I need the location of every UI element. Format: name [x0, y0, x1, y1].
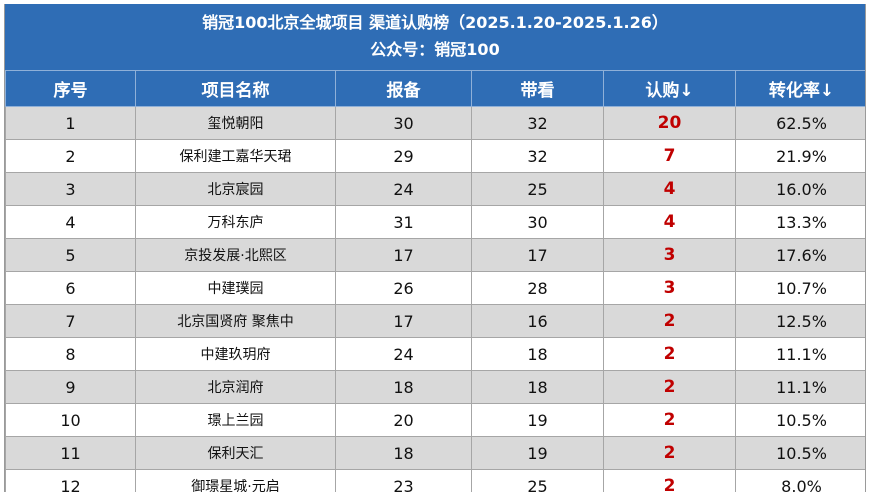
- table-row: 10 璟上兰园 20 19 2 10.5%: [5, 403, 865, 437]
- cell-visited: 32: [471, 139, 604, 173]
- ranking-table-container: 销冠100北京全城项目 渠道认购榜（2025.1.20-2025.1.26） 公…: [4, 4, 866, 492]
- cell-project-name: 北京国贤府 聚焦中: [135, 304, 336, 338]
- cell-visited: 18: [471, 370, 604, 404]
- cell-conversion-rate: 10.5%: [735, 436, 865, 470]
- title-banner: 销冠100北京全城项目 渠道认购榜（2025.1.20-2025.1.26） 公…: [5, 4, 865, 70]
- cell-project-name: 北京宸园: [135, 172, 336, 206]
- cell-reported: 24: [335, 172, 472, 206]
- table-row: 4 万科东庐 31 30 4 13.3%: [5, 205, 865, 239]
- cell-conversion-rate: 10.5%: [735, 403, 865, 437]
- cell-index: 6: [5, 271, 136, 305]
- page-subtitle: 公众号：销冠100: [370, 40, 500, 59]
- table-row: 8 中建玖玥府 24 18 2 11.1%: [5, 337, 865, 371]
- cell-conversion-rate: 10.7%: [735, 271, 865, 305]
- cell-project-name: 万科东庐: [135, 205, 336, 239]
- cell-subscribed: 7: [603, 139, 736, 173]
- cell-project-name: 保利建工嘉华天珺: [135, 139, 336, 173]
- cell-subscribed: 2: [603, 370, 736, 404]
- cell-visited: 19: [471, 436, 604, 470]
- cell-visited: 19: [471, 403, 604, 437]
- table-row: 7 北京国贤府 聚焦中 17 16 2 12.5%: [5, 304, 865, 338]
- cell-visited: 28: [471, 271, 604, 305]
- cell-reported: 31: [335, 205, 472, 239]
- cell-visited: 16: [471, 304, 604, 338]
- cell-subscribed: 2: [603, 304, 736, 338]
- cell-reported: 30: [335, 106, 472, 140]
- cell-index: 7: [5, 304, 136, 338]
- cell-conversion-rate: 12.5%: [735, 304, 865, 338]
- cell-index: 11: [5, 436, 136, 470]
- cell-conversion-rate: 8.0%: [735, 469, 865, 492]
- column-header-project-name: 项目名称: [135, 70, 336, 107]
- cell-subscribed: 3: [603, 271, 736, 305]
- table-row: 12 御璟星城·元启 23 25 2 8.0%: [5, 469, 865, 492]
- cell-visited: 17: [471, 238, 604, 272]
- table-row: 1 玺悦朝阳 30 32 20 62.5%: [5, 106, 865, 140]
- cell-project-name: 北京润府: [135, 370, 336, 404]
- cell-index: 5: [5, 238, 136, 272]
- table-row: 9 北京润府 18 18 2 11.1%: [5, 370, 865, 404]
- column-header-index: 序号: [5, 70, 136, 107]
- cell-subscribed: 2: [603, 436, 736, 470]
- cell-reported: 18: [335, 436, 472, 470]
- table-row: 2 保利建工嘉华天珺 29 32 7 21.9%: [5, 139, 865, 173]
- cell-project-name: 中建玖玥府: [135, 337, 336, 371]
- cell-conversion-rate: 62.5%: [735, 106, 865, 140]
- cell-project-name: 玺悦朝阳: [135, 106, 336, 140]
- cell-reported: 20: [335, 403, 472, 437]
- cell-reported: 18: [335, 370, 472, 404]
- cell-index: 10: [5, 403, 136, 437]
- cell-conversion-rate: 16.0%: [735, 172, 865, 206]
- cell-subscribed: 4: [603, 205, 736, 239]
- cell-subscribed: 2: [603, 469, 736, 492]
- cell-visited: 32: [471, 106, 604, 140]
- cell-conversion-rate: 21.9%: [735, 139, 865, 173]
- ranking-table: 序号 项目名称 报备 带看 认购↓ 转化率↓ 1 玺悦朝阳 30 32 20 62.5% 2…: [5, 70, 865, 492]
- cell-index: 1: [5, 106, 136, 140]
- cell-project-name: 京投发展·北熙区: [135, 238, 336, 272]
- table-row: 3 北京宸园 24 25 4 16.0%: [5, 172, 865, 206]
- cell-reported: 23: [335, 469, 472, 492]
- cell-project-name: 璟上兰园: [135, 403, 336, 437]
- cell-conversion-rate: 13.3%: [735, 205, 865, 239]
- cell-project-name: 中建璞园: [135, 271, 336, 305]
- cell-project-name: 御璟星城·元启: [135, 469, 336, 492]
- cell-reported: 26: [335, 271, 472, 305]
- table-row: 6 中建璞园 26 28 3 10.7%: [5, 271, 865, 305]
- column-header-visited: 带看: [471, 70, 604, 107]
- cell-visited: 25: [471, 469, 604, 492]
- table-row: 5 京投发展·北熙区 17 17 3 17.6%: [5, 238, 865, 272]
- cell-visited: 25: [471, 172, 604, 206]
- cell-conversion-rate: 11.1%: [735, 370, 865, 404]
- cell-reported: 24: [335, 337, 472, 371]
- cell-project-name: 保利天汇: [135, 436, 336, 470]
- cell-visited: 30: [471, 205, 604, 239]
- cell-index: 9: [5, 370, 136, 404]
- table-body: 1 玺悦朝阳 30 32 20 62.5% 2 保利建工嘉华天珺 29 32 7 21.9% 3 北京宸园…: [5, 106, 865, 492]
- cell-index: 4: [5, 205, 136, 239]
- cell-subscribed: 20: [603, 106, 736, 140]
- cell-index: 2: [5, 139, 136, 173]
- cell-subscribed: 3: [603, 238, 736, 272]
- cell-conversion-rate: 11.1%: [735, 337, 865, 371]
- cell-subscribed: 2: [603, 403, 736, 437]
- column-header-subscribed[interactable]: 认购↓: [603, 70, 736, 107]
- cell-subscribed: 4: [603, 172, 736, 206]
- cell-conversion-rate: 17.6%: [735, 238, 865, 272]
- table-row: 11 保利天汇 18 19 2 10.5%: [5, 436, 865, 470]
- column-header-reported: 报备: [335, 70, 472, 107]
- cell-reported: 17: [335, 238, 472, 272]
- cell-reported: 17: [335, 304, 472, 338]
- cell-subscribed: 2: [603, 337, 736, 371]
- cell-index: 3: [5, 172, 136, 206]
- cell-reported: 29: [335, 139, 472, 173]
- cell-visited: 18: [471, 337, 604, 371]
- page-title: 销冠100北京全城项目 渠道认购榜（2025.1.20-2025.1.26）: [202, 13, 668, 32]
- table-header-row: 序号 项目名称 报备 带看 认购↓ 转化率↓: [5, 70, 865, 107]
- column-header-conversion-rate[interactable]: 转化率↓: [735, 70, 865, 107]
- cell-index: 8: [5, 337, 136, 371]
- cell-index: 12: [5, 469, 136, 492]
